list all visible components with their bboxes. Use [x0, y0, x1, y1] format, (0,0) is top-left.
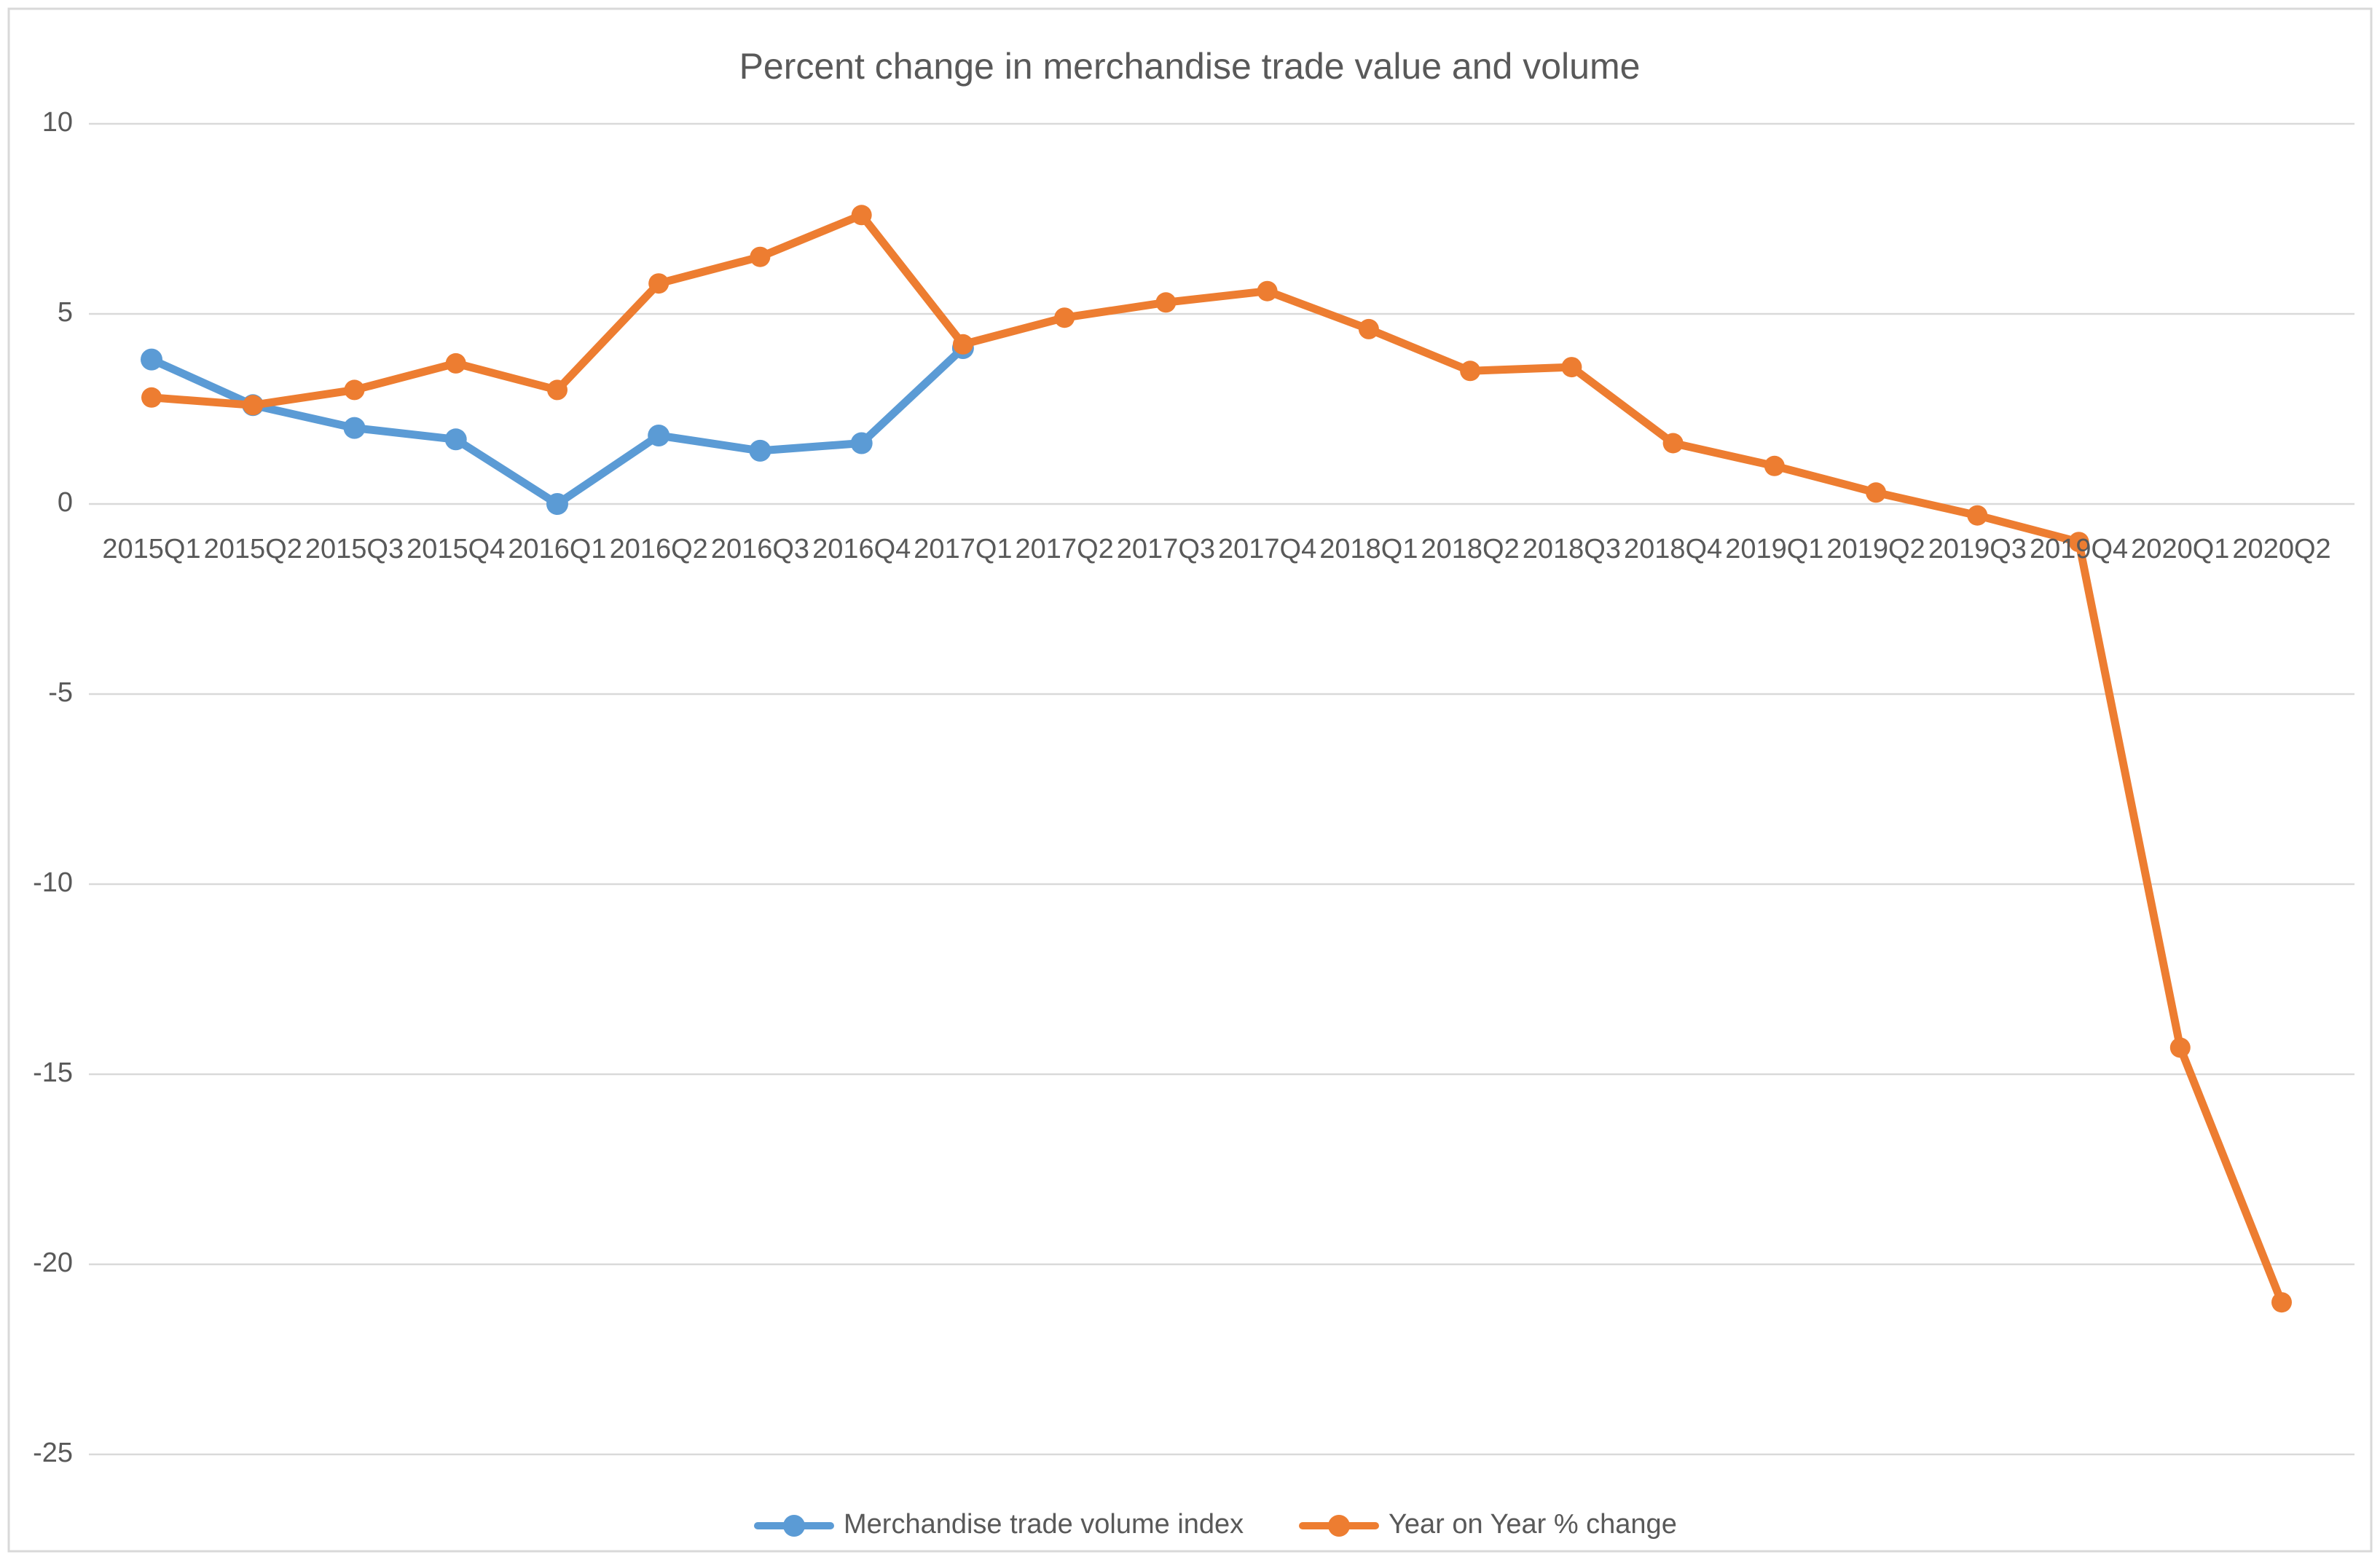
x-axis-tick-label: 2020Q2 — [2232, 534, 2330, 564]
series-merchandise-trade-volume-index[interactable] — [141, 337, 974, 515]
data-point-marker[interactable] — [444, 428, 467, 451]
series-year-on-year-change[interactable] — [141, 205, 2292, 1313]
y-axis-tick-label: -10 — [33, 867, 73, 898]
x-axis-tick-label: 2018Q2 — [1421, 534, 1520, 564]
data-point-marker[interactable] — [546, 493, 568, 515]
legend-item-label: Merchandise trade volume index — [844, 1509, 1244, 1540]
x-axis-tick-label: 2016Q3 — [711, 534, 809, 564]
y-axis-tick-label: 0 — [58, 487, 73, 518]
data-point-marker[interactable] — [2068, 532, 2089, 553]
data-point-marker[interactable] — [1460, 361, 1481, 382]
data-point-marker[interactable] — [1866, 482, 1887, 503]
y-axis-tick-label: 10 — [42, 107, 73, 138]
data-point-marker[interactable] — [343, 417, 366, 439]
data-point-marker[interactable] — [547, 379, 567, 401]
y-axis-tick-label: -25 — [33, 1438, 73, 1468]
x-axis-tick-label: 2017Q4 — [1218, 534, 1316, 564]
data-point-marker[interactable] — [1257, 280, 1278, 302]
data-point-marker[interactable] — [648, 425, 670, 446]
y-axis-labels: 10 5 0 -5 -10 -15 -20 -25 — [33, 107, 73, 1468]
data-point-marker[interactable] — [1054, 307, 1075, 328]
data-point-marker[interactable] — [2169, 1037, 2191, 1058]
data-point-marker[interactable] — [141, 348, 162, 371]
legend-item-year-on-year-percent-change[interactable]: Year on Year % change — [1299, 1509, 1677, 1540]
x-axis-tick-label: 2018Q3 — [1523, 534, 1621, 564]
y-axis-tick-label: -5 — [48, 677, 73, 708]
legend-marker-dot — [783, 1515, 805, 1537]
data-point-marker[interactable] — [1561, 357, 1582, 378]
legend-line-marker-icon — [1299, 1515, 1379, 1537]
data-point-marker[interactable] — [750, 246, 771, 267]
x-axis-tick-label: 2015Q2 — [204, 534, 302, 564]
x-axis-tick-label: 2019Q3 — [1928, 534, 2027, 564]
x-axis-tick-label: 2019Q1 — [1725, 534, 1823, 564]
data-point-marker[interactable] — [1662, 433, 1684, 454]
data-point-marker[interactable] — [749, 439, 771, 462]
y-axis-tick-label: -15 — [33, 1057, 73, 1088]
legend-marker-dot — [1328, 1515, 1350, 1537]
data-point-marker[interactable] — [648, 273, 669, 294]
merchandise-trade-volume-index-line[interactable] — [147, 344, 967, 508]
plot-area — [141, 205, 2292, 1313]
legend-item-merchandise-trade-volume-index[interactable]: Merchandise trade volume index — [754, 1509, 1244, 1540]
x-axis-tick-label: 2018Q4 — [1624, 534, 1722, 564]
data-point-marker[interactable] — [1764, 455, 1785, 476]
data-point-marker[interactable] — [850, 432, 873, 454]
x-axis-tick-label: 2016Q1 — [508, 534, 606, 564]
legend-item-label: Year on Year % change — [1389, 1509, 1677, 1540]
data-point-marker[interactable] — [851, 205, 872, 226]
x-axis-tick-label: 2018Q1 — [1319, 534, 1418, 564]
x-axis-tick-label: 2016Q2 — [610, 534, 708, 564]
data-point-marker[interactable] — [243, 395, 264, 416]
data-point-marker[interactable] — [1155, 292, 1177, 313]
data-point-marker[interactable] — [344, 379, 365, 401]
y-axis-tick-label: -20 — [33, 1248, 73, 1278]
x-axis-tick-label: 2016Q4 — [812, 534, 911, 564]
x-axis-tick-label: 2017Q1 — [914, 534, 1012, 564]
data-point-marker[interactable] — [952, 334, 973, 355]
x-axis-tick-label: 2019Q2 — [1826, 534, 1925, 564]
data-point-marker[interactable] — [445, 352, 466, 374]
chart-border — [7, 7, 2373, 1553]
chart-title: Percent change in merchandise trade valu… — [739, 46, 1641, 87]
x-axis-tick-label: 2017Q3 — [1117, 534, 1215, 564]
x-axis-tick-label: 2015Q3 — [305, 534, 404, 564]
gridlines — [89, 122, 2355, 1456]
x-axis-tick-label: 2015Q1 — [102, 534, 200, 564]
data-point-marker[interactable] — [141, 387, 162, 408]
data-point-marker[interactable] — [1358, 318, 1379, 339]
data-point-marker[interactable] — [1967, 505, 1988, 526]
y-axis-tick-label: 5 — [58, 297, 73, 328]
x-axis-tick-label: 2020Q1 — [2131, 534, 2229, 564]
x-axis-tick-label: 2017Q2 — [1016, 534, 1114, 564]
x-axis-labels: 2015Q1 2015Q2 2015Q3 2015Q4 2016Q1 2016Q2 2016… — [102, 534, 2330, 564]
year-on-year-change-line[interactable] — [147, 210, 2286, 1307]
x-axis-tick-label: 2015Q4 — [407, 534, 505, 564]
legend-line-marker-icon — [754, 1515, 834, 1537]
chart-legend: Merchandise trade volume index Year on Y… — [754, 1509, 1677, 1540]
data-point-marker[interactable] — [2271, 1292, 2292, 1313]
x-axis-tick-label: 2019Q4 — [2030, 534, 2128, 564]
